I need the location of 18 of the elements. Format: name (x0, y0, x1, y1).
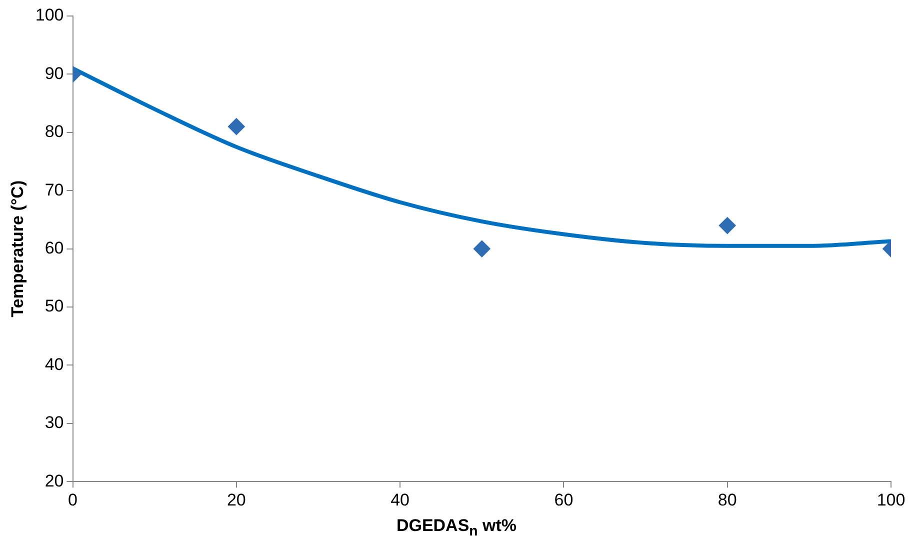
y-tick-label: 20 (44, 471, 64, 490)
y-tick-label: 50 (44, 296, 64, 316)
y-tick-label: 40 (44, 354, 64, 374)
y-tick-label: 30 (44, 413, 64, 432)
x-tick-label: 100 (876, 490, 906, 510)
x-tick-label: 40 (390, 490, 410, 510)
x-axis-title: DGEDAS$_{n}$ wt% (395, 516, 518, 540)
point (473, 240, 490, 258)
x-tick-label: 20 (226, 490, 246, 510)
y-tick-label: 90 (44, 64, 64, 83)
y-tick-label: 70 (44, 180, 64, 200)
y-tick-label: 60 (44, 238, 64, 258)
x-tick-label: 60 (554, 490, 574, 510)
x-tick-label: 0 (68, 490, 78, 510)
y-tick-label: 80 (44, 122, 64, 142)
y-tick-label: 100 (35, 6, 64, 25)
x-tick-label: 80 (718, 490, 737, 510)
y-axis-title: Temperature (°C) (8, 180, 27, 318)
